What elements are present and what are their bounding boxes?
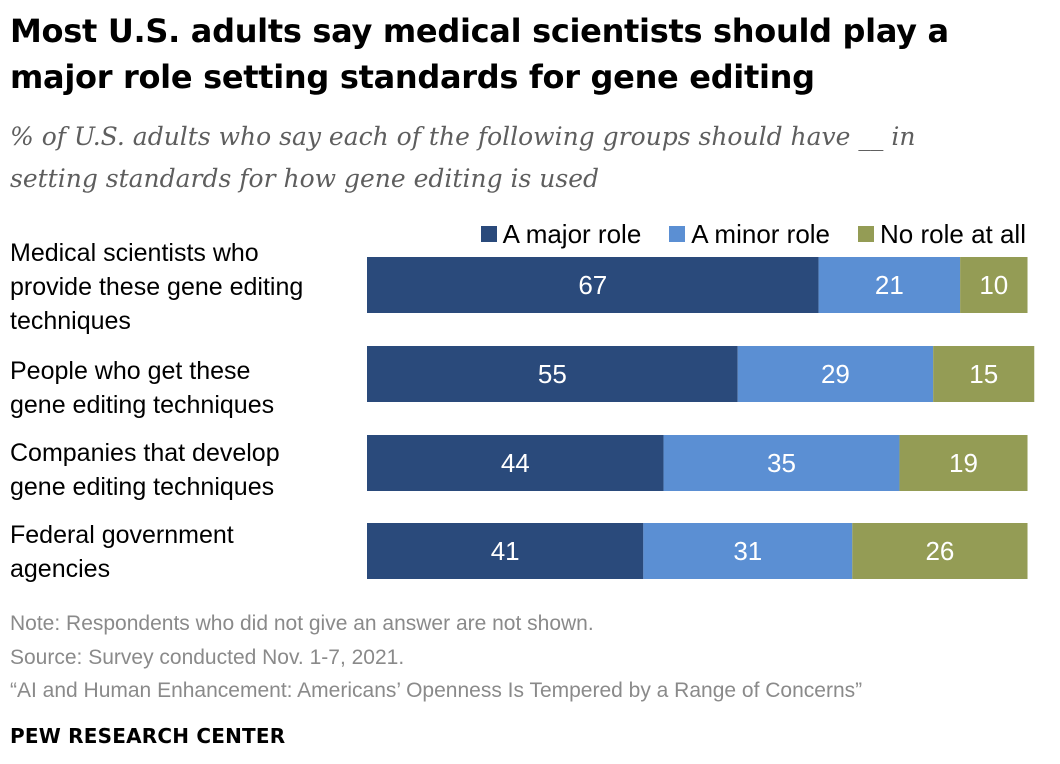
chart-subtitle: % of U.S. adults who say each of the fol… bbox=[10, 116, 1010, 200]
bar-none-row-4 bbox=[852, 523, 1028, 579]
row-label-companies: Companies that develop gene editing tech… bbox=[10, 436, 360, 504]
bar-minor-row-4 bbox=[643, 523, 853, 579]
bar-major-row-1 bbox=[367, 257, 819, 313]
bar-value-label-minor-row-2: 29 bbox=[821, 359, 850, 389]
bar-none-row-2 bbox=[933, 346, 1035, 402]
bar-value-label-major-row-1: 67 bbox=[578, 270, 607, 300]
bar-value-label-minor-row-4: 31 bbox=[733, 536, 762, 566]
legend-item-major: A major role bbox=[480, 218, 642, 250]
bar-value-label-minor-row-3: 35 bbox=[767, 448, 796, 478]
bar-value-label-none-row-1: 10 bbox=[979, 270, 1008, 300]
row-label-line: gene editing techniques bbox=[10, 473, 275, 501]
chart-legend: A major role A minor role No role at all bbox=[480, 218, 1026, 250]
note-text: Note: Respondents who did not give an an… bbox=[10, 612, 594, 635]
row-label-line: Federal government bbox=[10, 521, 234, 549]
row-label-medical-scientists: Medical scientists who provide these gen… bbox=[10, 236, 360, 338]
subtitle-line-2: setting standards for how gene editing i… bbox=[10, 164, 600, 193]
bar-major-row-3 bbox=[367, 435, 664, 491]
bar-value-label-major-row-2: 55 bbox=[538, 359, 567, 389]
row-label-line: Companies that develop bbox=[10, 439, 280, 467]
legend-swatch-minor bbox=[669, 226, 686, 242]
chart-title: Most U.S. adults say medical scientists … bbox=[10, 8, 1050, 100]
bar-minor-row-2 bbox=[737, 346, 934, 402]
row-label-line: agencies bbox=[10, 555, 111, 583]
row-label-line: People who get these bbox=[10, 357, 251, 385]
bar-value-label-major-row-3: 44 bbox=[501, 448, 530, 478]
bar-minor-row-1 bbox=[818, 257, 961, 313]
legend-label-major: A major role bbox=[502, 219, 642, 249]
bar-value-label-none-row-2: 15 bbox=[969, 359, 998, 389]
bar-none-row-1 bbox=[960, 257, 1028, 313]
legend-item-none: No role at all bbox=[858, 218, 1026, 250]
bar-value-label-major-row-4: 41 bbox=[491, 536, 520, 566]
row-label-line: gene editing techniques bbox=[10, 391, 275, 419]
source-text: Source: Survey conducted Nov. 1-7, 2021. bbox=[10, 646, 405, 669]
subtitle-line-1: % of U.S. adults who say each of the fol… bbox=[10, 122, 916, 151]
title-line-1: Most U.S. adults say medical scientists … bbox=[10, 12, 949, 50]
legend-swatch-major bbox=[480, 226, 497, 242]
title-line-2: major role setting standards for gene ed… bbox=[10, 58, 815, 96]
legend-swatch-none bbox=[858, 226, 875, 242]
bar-value-label-none-row-4: 26 bbox=[925, 536, 954, 566]
bar-none-row-3 bbox=[899, 435, 1028, 491]
bar-minor-row-3 bbox=[663, 435, 900, 491]
legend-item-minor: A minor role bbox=[669, 218, 830, 250]
bar-value-label-minor-row-1: 21 bbox=[875, 270, 904, 300]
row-label-federal-government: Federal government agencies bbox=[10, 518, 360, 586]
row-label-people-who-get: People who get these gene editing techni… bbox=[10, 354, 360, 422]
row-label-line: Medical scientists who bbox=[10, 239, 259, 267]
legend-label-minor: A minor role bbox=[691, 219, 831, 249]
row-label-line: techniques bbox=[10, 307, 131, 335]
bar-major-row-2 bbox=[367, 346, 738, 402]
pew-research-center-logo: PEW RESEARCH CENTER bbox=[10, 724, 286, 748]
bar-major-row-4 bbox=[367, 523, 644, 579]
report-title-text: “AI and Human Enhancement: Americans’ Op… bbox=[10, 679, 863, 702]
bar-value-label-none-row-3: 19 bbox=[949, 448, 978, 478]
row-label-line: provide these gene editing bbox=[10, 273, 304, 301]
legend-label-none: No role at all bbox=[880, 219, 1026, 249]
